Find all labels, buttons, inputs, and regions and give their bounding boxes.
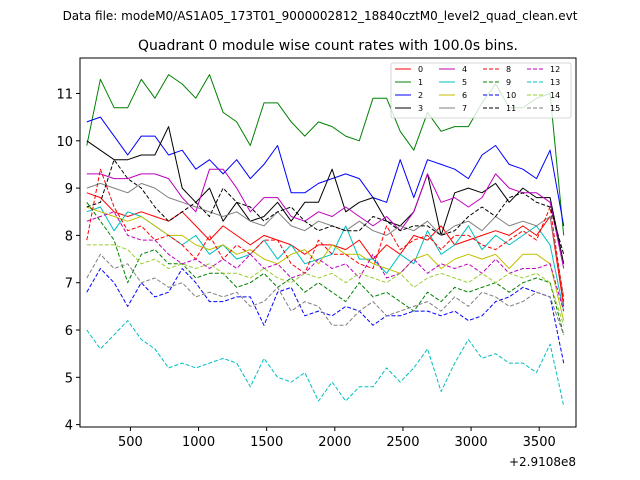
- legend-label-12: 12: [550, 65, 560, 74]
- series-line-7: [86, 182, 565, 297]
- x-offset-label: +2.9108e8: [509, 455, 576, 469]
- legend-label-3: 3: [418, 104, 423, 113]
- legend-label-2: 2: [418, 91, 423, 100]
- y-tick-label: 7: [65, 277, 73, 292]
- x-tick-label: 3500: [523, 435, 556, 450]
- legend-label-1: 1: [418, 78, 423, 87]
- series-line-0: [86, 192, 565, 307]
- chart-title: Quadrant 0 module wise count rates with …: [138, 38, 518, 54]
- tick-layer: 500 1000 1500 2000 2500 3000 3500 4 5 6 7 8 9 10 11: [56, 87, 555, 450]
- plot-frame: [79, 57, 577, 428]
- legend-label-8: 8: [506, 65, 511, 74]
- legend-label-5: 5: [462, 78, 467, 87]
- legend-label-13: 13: [550, 78, 560, 87]
- legend-label-4: 4: [462, 65, 467, 74]
- x-tick-label: 1500: [250, 435, 283, 450]
- y-tick-label: 5: [65, 371, 73, 386]
- series-line-11: [86, 159, 565, 255]
- series-line-9: [86, 202, 565, 335]
- series-line-2: [86, 116, 565, 226]
- series-layer: [86, 74, 565, 406]
- x-tick-label: 2500: [386, 435, 419, 450]
- y-tick-label: 11: [56, 87, 73, 102]
- suptitle: Data file: modeM0/AS1A05_173T01_90000028…: [63, 9, 578, 23]
- y-tick-label: 10: [56, 135, 73, 150]
- series-line-4: [86, 168, 565, 269]
- legend-box: [390, 62, 572, 119]
- series-line-6: [86, 206, 565, 321]
- series-line-12: [86, 211, 565, 312]
- series-line-8: [86, 168, 565, 302]
- x-tick-label: 3000: [455, 435, 488, 450]
- legend-label-9: 9: [506, 78, 511, 87]
- y-tick-label: 4: [65, 419, 73, 434]
- y-tick-label: 6: [65, 324, 73, 339]
- legend-label-15: 15: [550, 104, 560, 113]
- series-line-3: [86, 126, 565, 264]
- legend-label-10: 10: [506, 91, 516, 100]
- series-line-15: [86, 253, 565, 335]
- series-line-10: [86, 268, 565, 364]
- y-tick-label: 8: [65, 229, 73, 244]
- series-line-14: [86, 244, 565, 326]
- series-line-13: [86, 320, 565, 406]
- x-tick-label: 2000: [318, 435, 351, 450]
- x-tick-label: 500: [118, 435, 143, 450]
- legend-label-11: 11: [506, 104, 516, 113]
- y-tick-label: 9: [65, 182, 73, 197]
- legend-label-7: 7: [462, 104, 467, 113]
- x-tick-label: 1000: [182, 435, 215, 450]
- legend-label-0: 0: [418, 65, 423, 74]
- legend-label-14: 14: [550, 91, 560, 100]
- legend-label-6: 6: [462, 91, 467, 100]
